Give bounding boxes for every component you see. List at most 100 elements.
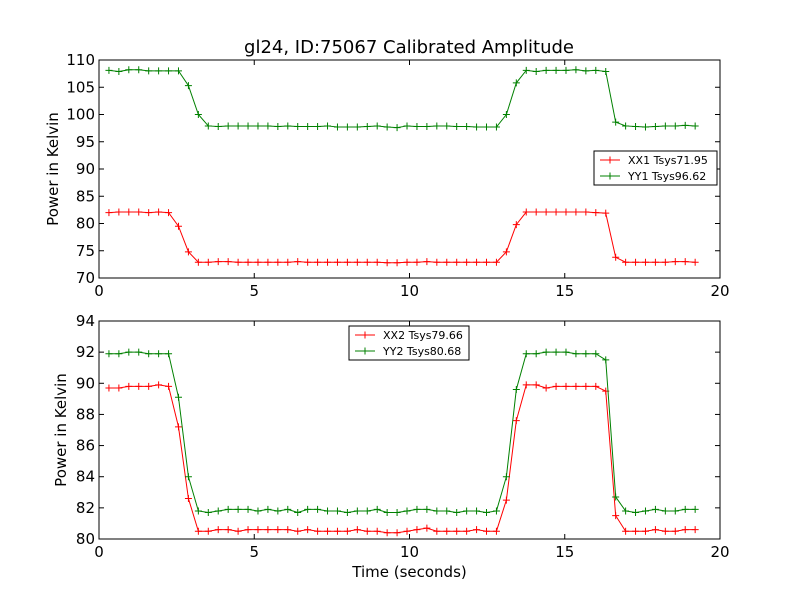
data-point [413,505,421,513]
data-point [343,123,351,131]
data-point [453,258,461,266]
data-point [641,123,649,131]
data-point [562,382,570,390]
data-point [612,493,620,501]
x-tick-label: 15 [555,282,574,300]
data-point [155,208,163,216]
data-point [622,507,630,515]
data-point [651,505,659,513]
data-point [512,221,520,229]
data-point [264,505,272,513]
data-point [165,67,173,75]
data-point [174,393,182,401]
data-point [661,258,669,266]
y-tick-label: 84 [76,468,95,486]
data-point [512,79,520,87]
data-point [413,258,421,266]
data-point [592,350,600,358]
data-point [403,507,411,515]
x-tick-label: 5 [249,543,259,561]
data-point [224,122,232,130]
series-2 [105,348,699,517]
data-point [244,258,252,266]
data-point [572,350,580,358]
data-point [333,123,341,131]
data-point [562,208,570,216]
data-point [483,258,491,266]
series-line [108,69,696,129]
data-point [671,527,679,535]
data-point [502,496,510,504]
data-point [294,509,302,517]
data-point [403,122,411,130]
data-point [234,527,242,535]
data-point [284,505,292,513]
data-point [502,473,510,481]
data-point [632,527,640,535]
data-point [214,122,222,130]
data-point [324,122,332,130]
data-point [651,122,659,130]
data-point [622,527,630,535]
data-point [661,527,669,535]
series-2 [105,66,699,132]
data-point [135,208,143,216]
data-point [115,67,123,75]
data-point [522,381,530,389]
legend-label: XX1 Tsys71.95 [628,154,708,167]
series-1 [105,208,699,267]
top-panel: 0 5 10 15 20 70 75 80 85 90 95 100 105 110 Power in Ke… [44,51,730,300]
data-point [661,507,669,515]
data-point [403,258,411,266]
data-point [572,382,580,390]
legend: XX1 Tsys71.95 YY1 Tsys96.62 [593,150,718,186]
legend: XX2 Tsys79.66 YY2 Tsys80.68 [348,325,470,361]
data-point [632,509,640,517]
data-point [373,527,381,535]
bottom-panel: 0 5 10 15 20 80 82 84 86 88 90 92 94 Power in Kelvin T… [52,312,730,581]
data-point [681,505,689,513]
data-point [641,527,649,535]
data-point [214,507,222,515]
data-point [264,526,272,534]
y-tick-label: 80 [76,530,95,548]
legend-marker [606,172,614,180]
data-point [184,495,192,503]
x-tick-label: 15 [555,543,574,561]
data-point [443,507,451,515]
data-point [353,526,361,534]
data-point [125,66,133,74]
series-line [108,351,696,514]
y-tick-label: 110 [66,51,95,69]
y-tick-label: 70 [76,269,95,287]
data-point [155,350,163,358]
data-point [304,505,312,513]
data-point [373,258,381,266]
data-point [691,505,699,513]
data-point [433,507,441,515]
data-point [651,258,659,266]
data-point [353,258,361,266]
data-point [383,259,391,267]
data-point [234,505,242,513]
data-point [582,208,590,216]
data-point [135,348,143,356]
data-point [453,527,461,535]
y-tick-label: 86 [76,437,95,455]
data-point [691,122,699,130]
data-point [284,122,292,130]
data-point [602,356,610,364]
data-point [433,527,441,535]
data-point [165,350,173,358]
data-point [314,258,322,266]
data-point [502,111,510,118]
data-point [463,507,471,515]
data-point [443,527,451,535]
data-point [224,526,232,534]
data-point [602,209,610,217]
data-point [641,507,649,515]
data-point [463,527,471,535]
data-point [135,66,143,74]
data-point [324,507,332,515]
data-point [373,505,381,513]
